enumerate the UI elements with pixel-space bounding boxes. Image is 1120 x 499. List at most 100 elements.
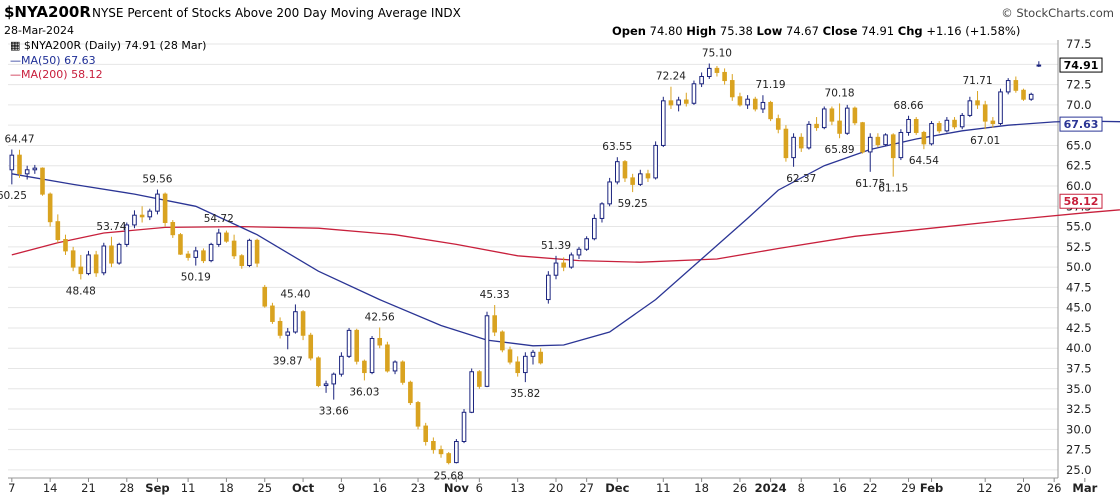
price-annotation: 68.66 <box>894 100 924 112</box>
x-tick-label: 20 <box>549 481 564 495</box>
ma200-line <box>11 209 1120 263</box>
candle-up <box>9 154 15 171</box>
x-tick-label: 9 <box>338 481 345 495</box>
candle-up <box>883 134 888 146</box>
candle-down <box>438 449 444 455</box>
price-annotation: 72.24 <box>656 71 686 83</box>
last-ma50-box <box>1059 116 1103 132</box>
legend-symbol-text: $NYA200R (Daily) 74.91 (28 Mar) <box>23 39 207 52</box>
candle-up <box>454 441 459 464</box>
candle-up <box>576 248 582 256</box>
price-annotation: 48.48 <box>66 285 96 297</box>
candle-up <box>967 100 973 116</box>
price-annotation: 36.03 <box>349 386 379 398</box>
candle-up <box>546 274 551 301</box>
candle-down <box>408 381 413 404</box>
candle-down <box>139 214 145 218</box>
ohlc-summary: Open 74.80 High 75.38 Low 74.67 Close 74… <box>612 24 1020 38</box>
price-annotation: 53.74 <box>96 221 126 233</box>
candle-down <box>63 239 68 252</box>
y-tick-label: 50.0 <box>1066 260 1092 274</box>
candle-up <box>124 224 130 245</box>
candle-down <box>377 337 383 346</box>
x-tick-label: 16 <box>372 481 387 495</box>
candle-down <box>93 254 99 274</box>
price-annotation: 35.82 <box>510 388 540 400</box>
candle-up <box>216 232 222 245</box>
candle-up <box>193 250 199 258</box>
candle-up <box>1028 93 1034 100</box>
candle-down <box>630 177 635 185</box>
last-ma200-box <box>1059 193 1103 209</box>
candle-down <box>622 161 628 179</box>
x-tick-label: Nov <box>444 481 470 495</box>
candle-up <box>599 203 605 219</box>
candle-down <box>952 119 957 128</box>
candle-down <box>162 193 168 224</box>
candle-down <box>538 351 543 364</box>
legend-ma50-text: MA(50) 67.63 <box>21 54 96 67</box>
candle-up <box>760 101 766 110</box>
candle-up <box>484 315 490 387</box>
price-annotation: 71.19 <box>756 79 786 91</box>
price-annotation: 63.55 <box>602 141 632 153</box>
x-tick-label: Oct <box>292 481 315 495</box>
brand-label: © StockCharts.com <box>1001 6 1114 20</box>
price-annotation: 25.68 <box>434 470 464 482</box>
y-tick-label: 77.5 <box>1066 37 1092 51</box>
y-tick-label: 32.5 <box>1066 402 1092 416</box>
x-tick-label: 13 <box>510 481 525 495</box>
candle-up <box>285 331 291 336</box>
legend-ma200-swatch: — <box>10 68 21 81</box>
x-tick-label: 14 <box>43 481 58 495</box>
x-tick-label: 22 <box>863 481 878 495</box>
candle-up <box>1036 64 1042 67</box>
price-annotation: 45.33 <box>480 289 510 301</box>
candle-down <box>78 266 84 275</box>
candle-down <box>561 262 566 268</box>
x-tick-label: 25 <box>257 481 272 495</box>
x-tick-label: Feb <box>920 481 943 495</box>
candle-up <box>569 254 574 268</box>
candle-down <box>714 67 720 73</box>
candle-up <box>24 169 30 175</box>
x-tick-label: Sep <box>145 481 169 495</box>
candle-down <box>814 123 819 129</box>
price-annotation: 39.87 <box>273 355 303 367</box>
last-ma50-label: 67.63 <box>1064 118 1099 131</box>
candle-up <box>331 373 337 385</box>
candle-down <box>852 107 858 124</box>
candle-down <box>668 100 674 106</box>
candle-up <box>906 118 911 133</box>
candle-up <box>791 136 796 159</box>
x-tick-label: Mar <box>1072 481 1097 495</box>
last-ma200-label: 58.12 <box>1064 195 1099 208</box>
candle-up <box>323 383 329 387</box>
candle-up <box>461 411 467 442</box>
price-annotation: 42.56 <box>365 311 395 323</box>
y-tick-label: 72.5 <box>1066 78 1092 92</box>
candle-up <box>530 351 536 357</box>
candle-up <box>592 217 597 240</box>
candle-down <box>875 136 881 146</box>
candle-down <box>860 122 865 153</box>
price-annotation: 75.10 <box>702 48 732 60</box>
chart-title: NYSE Percent of Stocks Above 200 Day Mov… <box>92 6 461 20</box>
candle-down <box>446 453 451 464</box>
price-annotation: 62.37 <box>786 173 816 185</box>
price-annotation: 45.40 <box>280 288 310 300</box>
candle-up <box>339 355 344 375</box>
x-tick-label: 28 <box>119 481 134 495</box>
candle-down <box>40 167 45 195</box>
candle-down <box>431 441 436 451</box>
candle-up <box>637 173 643 185</box>
candle-up <box>293 311 298 333</box>
y-tick-label: 65.0 <box>1066 138 1092 152</box>
candle-down <box>17 154 22 175</box>
y-tick-label: 40.0 <box>1066 341 1092 355</box>
candle-down <box>415 402 421 427</box>
candle-down <box>231 240 237 257</box>
candle-up <box>553 262 559 276</box>
x-tick-label: 16 <box>832 481 847 495</box>
